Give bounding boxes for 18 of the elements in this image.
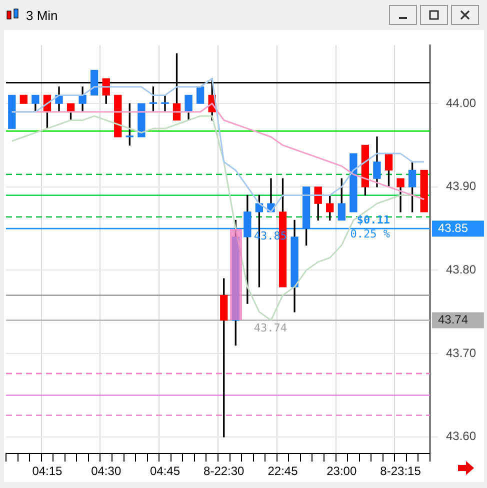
chart-title: 3 Min — [26, 8, 58, 22]
y-tick-label: 44.00 — [446, 96, 476, 110]
x-tick-label: 8-22:30 — [204, 464, 245, 478]
y-tick-label: 43.90 — [446, 179, 476, 194]
x-tick-label: 04:15 — [32, 464, 63, 478]
x-tick-label: 22:45 — [268, 464, 298, 478]
annotation: $0.11 — [356, 213, 390, 226]
y-tick-label: 43.60 — [446, 429, 476, 444]
x-tick-label: 04:45 — [150, 464, 180, 478]
x-tick-label: 23:00 — [326, 464, 357, 478]
ref-line-label: 43.85 — [438, 220, 468, 235]
x-tick-label: 8-23:15 — [380, 464, 422, 478]
ref-line-label: 43.74 — [438, 312, 468, 327]
annotation: 0.25 % — [350, 227, 390, 240]
y-tick-label: 43.70 — [446, 346, 476, 360]
y-tick-label: 43.80 — [446, 262, 476, 277]
x-tick-label: 04:30 — [91, 464, 122, 478]
annotation: 43.74 — [254, 321, 288, 334]
